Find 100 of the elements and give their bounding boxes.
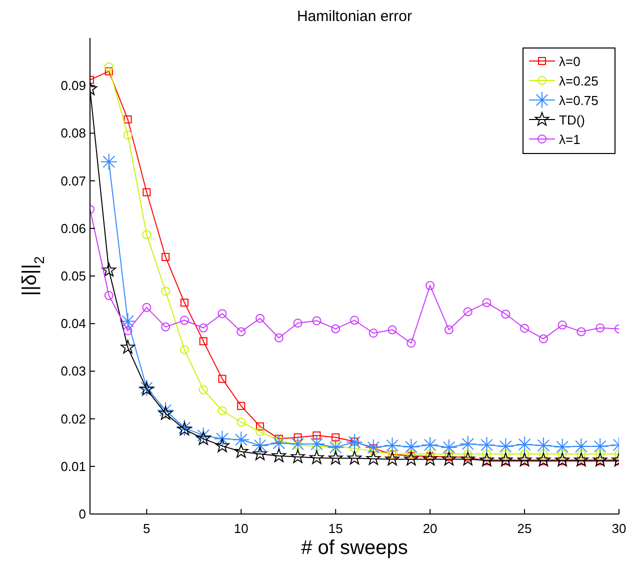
point (368, 328, 378, 338)
legend-label: TD() (559, 112, 585, 128)
legend-label: λ=1 (559, 132, 580, 147)
point (236, 418, 246, 427)
point (312, 442, 322, 451)
point (384, 436, 401, 454)
point (369, 444, 378, 452)
point (312, 431, 321, 440)
point (538, 450, 548, 459)
point (520, 450, 530, 459)
point (119, 312, 136, 330)
point (218, 406, 227, 416)
y-tick-label: 0.05 (60, 268, 86, 284)
x-tick-label: 15 (328, 521, 343, 536)
point (482, 450, 492, 459)
point (572, 438, 590, 455)
point (350, 316, 359, 325)
point (406, 338, 416, 348)
point (350, 444, 359, 453)
point (256, 314, 265, 323)
point (161, 322, 170, 332)
point (104, 62, 114, 72)
x-tick-label: 30 (612, 521, 626, 536)
point (162, 252, 170, 261)
point (124, 115, 132, 124)
point (158, 406, 173, 420)
point (194, 426, 212, 444)
legend-label: λ=0 (559, 54, 580, 69)
point (270, 434, 288, 452)
point (497, 438, 514, 455)
point (180, 316, 189, 325)
point (596, 323, 605, 332)
point (388, 325, 397, 334)
point (328, 450, 343, 464)
point (460, 452, 476, 466)
point (422, 436, 439, 454)
y-tick-label: 0.03 (60, 364, 86, 379)
point (218, 309, 227, 318)
x-tick-label: 25 (517, 521, 532, 536)
point (459, 436, 476, 453)
point (161, 286, 170, 296)
point (293, 318, 302, 328)
point (426, 281, 435, 290)
point (290, 449, 305, 464)
point (516, 436, 534, 454)
point (402, 438, 420, 456)
y-tick-label: 0.02 (60, 411, 86, 426)
point (312, 316, 322, 326)
point (534, 436, 552, 454)
point (252, 436, 269, 454)
point (142, 188, 151, 196)
point (368, 446, 378, 456)
point (364, 438, 382, 456)
point (576, 450, 586, 459)
point (501, 450, 510, 459)
legend-label: λ=0.25 (559, 74, 598, 88)
y-tick-label: 0.08 (60, 126, 86, 141)
x-tick-label: 5 (143, 521, 150, 536)
point (440, 438, 458, 456)
point (478, 436, 496, 454)
point (274, 333, 284, 342)
point (536, 452, 551, 466)
point (404, 452, 418, 466)
point (331, 442, 340, 451)
point (592, 438, 609, 455)
point (538, 334, 548, 344)
y-tick-label: 0.06 (60, 220, 86, 236)
point (237, 402, 246, 410)
chart-title: Hamiltonian error (296, 8, 412, 25)
point (104, 291, 114, 300)
point (123, 130, 132, 140)
y-tick-label: 0 (78, 506, 86, 522)
point (347, 450, 362, 464)
x-tick-label: 20 (422, 521, 438, 536)
point (272, 448, 286, 462)
point (574, 452, 588, 466)
point (422, 452, 438, 466)
point (592, 452, 608, 466)
point (350, 438, 358, 446)
point (142, 230, 152, 240)
point (157, 402, 174, 419)
point (385, 452, 400, 466)
point (252, 446, 268, 460)
point (463, 307, 472, 316)
point (234, 444, 248, 458)
point (596, 450, 605, 459)
point (501, 310, 510, 319)
point (102, 262, 116, 276)
point (180, 298, 188, 307)
point (256, 422, 264, 430)
point (120, 340, 135, 354)
point (215, 438, 230, 452)
point (293, 440, 302, 450)
point (480, 452, 494, 466)
x-axis-title: # of sweeps (301, 537, 408, 559)
point (332, 433, 340, 442)
point (142, 302, 152, 312)
point (256, 427, 265, 436)
point (442, 452, 456, 466)
point (123, 326, 132, 336)
